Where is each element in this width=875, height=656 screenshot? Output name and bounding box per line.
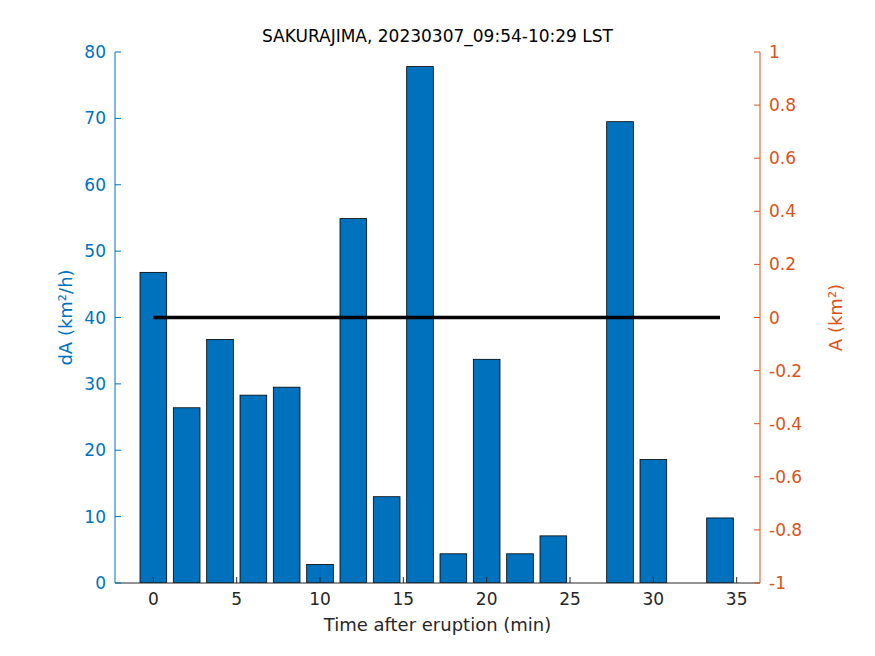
bar (707, 518, 734, 583)
y-tick (115, 52, 121, 53)
y-tick-label: 0 (95, 573, 106, 593)
y2-tick (754, 211, 760, 212)
y2-tick (754, 423, 760, 424)
bar (173, 408, 200, 583)
y-tick-label: 70 (84, 108, 106, 128)
x-tick-label: 0 (148, 589, 159, 609)
title: SAKURAJIMA, 20230307_09:54-10:29 LST (262, 26, 614, 47)
bar (540, 536, 567, 583)
y2-tick (754, 529, 760, 530)
x-tick-label: 10 (309, 589, 331, 609)
bar (273, 387, 300, 583)
y2-tick (754, 476, 760, 477)
y2-tick-label: 0.4 (769, 201, 796, 221)
bar (307, 564, 334, 583)
x-tick (570, 577, 571, 583)
chart-svg: 0510152025303501020304050607080-1-0.8-0.… (0, 0, 875, 656)
y2-tick (754, 583, 760, 584)
x-tick (236, 577, 237, 583)
y2-tick-label: 0.8 (769, 95, 796, 115)
y-tick (115, 118, 121, 119)
x-tick-label: 20 (476, 589, 498, 609)
bar (240, 395, 267, 583)
x-tick-label: 15 (393, 589, 415, 609)
bar (440, 554, 467, 583)
y2-tick-label: -1 (769, 573, 786, 593)
y2-tick (754, 52, 760, 53)
y-tick-label: 50 (84, 241, 106, 261)
x-tick (403, 577, 404, 583)
y2-tick (754, 317, 760, 318)
y2-tick-label: -0.4 (769, 414, 802, 434)
y-tick (115, 251, 121, 252)
x-tick (486, 577, 487, 583)
bar (607, 122, 634, 583)
bar (507, 554, 534, 583)
plot-area (140, 67, 733, 583)
x-axis-label: Time after eruption (min) (323, 614, 552, 635)
x-axis-line (115, 583, 760, 584)
y-tick-label: 80 (84, 42, 106, 62)
chart-container: 0510152025303501020304050607080-1-0.8-0.… (0, 0, 875, 656)
y2-tick (754, 158, 760, 159)
y2-tick-label: -0.6 (769, 467, 802, 487)
y2-axis-label: A (km²) (825, 284, 846, 351)
bar (340, 219, 367, 583)
y2-tick (754, 105, 760, 106)
y2-tick-label: 1 (769, 42, 780, 62)
bar (207, 339, 234, 583)
bar (640, 460, 667, 583)
y-tick (115, 583, 121, 584)
y-axis-label: dA (km²/h) (55, 269, 76, 365)
x-tick-label: 25 (559, 589, 581, 609)
x-tick-label: 35 (726, 589, 748, 609)
y-tick (115, 450, 121, 451)
y-tick (115, 184, 121, 185)
y-tick-label: 20 (84, 440, 106, 460)
x-tick (736, 577, 737, 583)
y-tick (115, 516, 121, 517)
x-tick (320, 577, 321, 583)
y2-tick-label: -0.2 (769, 361, 802, 381)
x-tick (153, 577, 154, 583)
bar (407, 67, 434, 583)
y2-tick (754, 264, 760, 265)
y2-tick-label: 0 (769, 308, 780, 328)
y2-tick-label: 0.2 (769, 254, 796, 274)
y-tick-label: 60 (84, 175, 106, 195)
y2-tick (754, 370, 760, 371)
x-tick-label: 30 (643, 589, 665, 609)
y-tick (115, 383, 121, 384)
y-tick-label: 40 (84, 308, 106, 328)
x-tick-label: 5 (231, 589, 242, 609)
y2-tick-label: 0.6 (769, 148, 796, 168)
bar (473, 359, 500, 583)
y-tick-label: 10 (84, 507, 106, 527)
y-tick-label: 30 (84, 374, 106, 394)
x-tick (653, 577, 654, 583)
y2-tick-label: -0.8 (769, 520, 802, 540)
line (153, 316, 720, 320)
bar (373, 497, 400, 583)
y-tick (115, 317, 121, 318)
